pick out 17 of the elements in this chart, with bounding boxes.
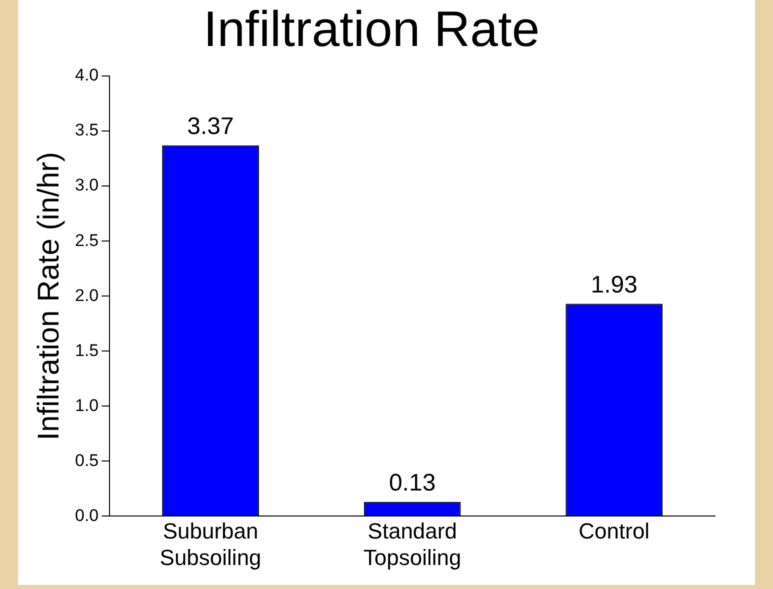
y-tick-label: 2.5 — [74, 230, 99, 250]
y-tick-label: 0.0 — [74, 506, 99, 525]
data-label: 3.37 — [187, 112, 234, 140]
data-label: 1.93 — [590, 271, 638, 298]
x-tick-label: Standard Topsoiling — [363, 518, 462, 570]
y-axis-title: Infiltration Rate (in/hr) — [32, 152, 66, 440]
x-tick-label: Suburban Subsoiling — [160, 518, 262, 570]
y-tick-label: 3.5 — [74, 120, 99, 140]
chart-title: Infiltration Rate — [203, 0, 540, 57]
y-tick-label: 0.5 — [74, 450, 99, 470]
y-tick-label: 1.0 — [74, 396, 99, 415]
y-tick-label: 1.5 — [74, 340, 99, 360]
y-tick-label: 4.0 — [74, 66, 99, 85]
y-tick-label: 3.0 — [74, 176, 99, 195]
y-tick-label: 2.0 — [74, 286, 99, 305]
data-label: 0.13 — [388, 470, 436, 497]
x-tick-label: Control — [578, 518, 650, 544]
